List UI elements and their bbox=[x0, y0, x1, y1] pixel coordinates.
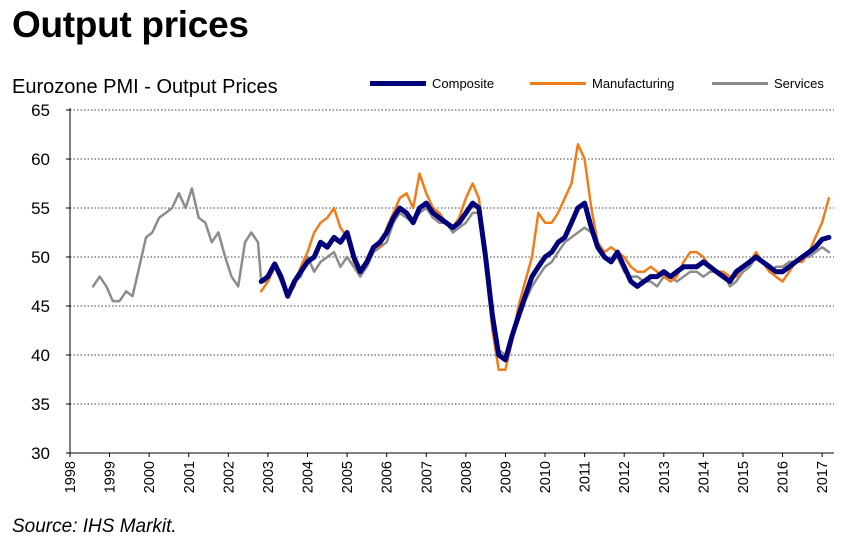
x-tick-label-2008: 2008 bbox=[459, 461, 475, 493]
y-tick-label-55: 55 bbox=[31, 199, 50, 218]
y-tick-label-50: 50 bbox=[31, 248, 50, 267]
x-tick-label-2002: 2002 bbox=[221, 461, 237, 493]
legend-label-manufacturing: Manufacturing bbox=[592, 76, 675, 91]
legend-item-composite: Composite bbox=[370, 76, 494, 91]
x-tick-label-2013: 2013 bbox=[657, 461, 673, 493]
x-tick-label-1998: 1998 bbox=[63, 461, 79, 493]
chart-title: Eurozone PMI - Output Prices bbox=[12, 76, 278, 98]
x-tick-label-2017: 2017 bbox=[815, 461, 831, 493]
x-tick-label-2007: 2007 bbox=[419, 461, 435, 493]
x-tick-label-2005: 2005 bbox=[340, 461, 356, 493]
series-line-services bbox=[91, 187, 831, 357]
x-tick-label-1999: 1999 bbox=[103, 461, 119, 493]
x-tick-label-2011: 2011 bbox=[578, 461, 594, 492]
slide-title: Output prices bbox=[12, 4, 249, 45]
chart-legend: Composite Manufacturing Services bbox=[370, 76, 840, 96]
x-tick-label-2003: 2003 bbox=[261, 461, 277, 493]
x-tick-label-2016: 2016 bbox=[776, 461, 792, 493]
y-tick-label-45: 45 bbox=[31, 297, 50, 316]
legend-label-composite: Composite bbox=[432, 76, 495, 91]
y-tick-label-30: 30 bbox=[31, 444, 50, 463]
x-tick-label-2015: 2015 bbox=[736, 461, 752, 493]
legend-label-services: Services bbox=[774, 76, 824, 91]
x-tick-label-2000: 2000 bbox=[142, 461, 158, 493]
y-tick-label-35: 35 bbox=[31, 395, 50, 414]
y-tick-label-40: 40 bbox=[31, 346, 50, 365]
series-line-composite bbox=[258, 200, 832, 363]
y-tick-label-60: 60 bbox=[31, 150, 50, 169]
legend-item-manufacturing: Manufacturing bbox=[530, 76, 674, 91]
x-tick-label-2010: 2010 bbox=[538, 461, 554, 493]
y-tick-label-65: 65 bbox=[31, 101, 50, 120]
x-tick-label-2012: 2012 bbox=[617, 461, 633, 493]
legend-item-services: Services bbox=[712, 76, 824, 91]
x-tick-label-2006: 2006 bbox=[380, 461, 396, 493]
legend-swatch-services bbox=[712, 82, 768, 85]
x-tick-label-2014: 2014 bbox=[696, 461, 712, 493]
x-tick-label-2004: 2004 bbox=[301, 461, 317, 493]
x-tick-label-2001: 2001 bbox=[182, 461, 198, 493]
legend-swatch-manufacturing bbox=[530, 82, 586, 85]
x-tick-label-2009: 2009 bbox=[498, 461, 514, 493]
source-note: Source: IHS Markit. bbox=[12, 516, 177, 537]
legend-swatch-composite bbox=[370, 81, 426, 86]
